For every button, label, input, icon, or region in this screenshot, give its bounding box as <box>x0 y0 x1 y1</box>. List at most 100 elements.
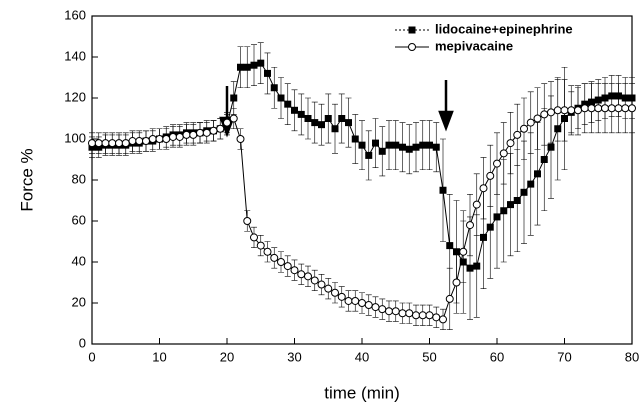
data-point <box>466 221 474 230</box>
y-tick-label: 140 <box>64 48 86 63</box>
data-point <box>257 59 265 67</box>
data-point <box>345 119 352 127</box>
data-point <box>344 296 353 305</box>
data-point <box>540 156 548 163</box>
data-point <box>378 147 386 155</box>
data-point <box>473 262 481 270</box>
data-point <box>162 135 171 143</box>
data-point <box>324 115 332 122</box>
data-point <box>365 151 373 159</box>
data-point <box>88 139 96 148</box>
data-point <box>351 135 359 143</box>
data-point <box>209 126 218 135</box>
data-point <box>493 159 501 168</box>
data-point <box>493 213 501 221</box>
x-tick-label: 0 <box>88 349 95 364</box>
data-point <box>432 313 441 322</box>
data-point <box>230 94 238 102</box>
data-point <box>513 130 522 139</box>
data-point <box>378 305 387 314</box>
y-tick-label: 100 <box>64 130 86 145</box>
data-point <box>338 115 346 122</box>
data-point <box>155 135 164 143</box>
data-point <box>560 106 569 115</box>
data-point <box>135 137 144 146</box>
data-point <box>614 104 623 113</box>
data-point <box>587 104 596 113</box>
y-tick-label: 80 <box>72 171 86 186</box>
data-point <box>385 307 393 316</box>
data-point <box>297 270 306 279</box>
data-point <box>324 284 333 293</box>
data-point <box>371 303 380 312</box>
data-point <box>337 292 346 301</box>
data-point <box>256 241 265 250</box>
data-point <box>398 309 407 318</box>
x-tick-label: 60 <box>490 349 504 364</box>
data-point <box>291 106 298 114</box>
legend-text: lidocaine+epinephrine <box>435 21 573 36</box>
data-point <box>283 262 292 271</box>
data-point <box>500 207 508 215</box>
data-point <box>243 217 252 225</box>
data-point <box>115 139 123 148</box>
data-point <box>594 104 603 113</box>
data-point <box>480 233 487 241</box>
data-point <box>540 110 549 119</box>
data-point <box>574 106 582 115</box>
y-tick-label: 120 <box>64 89 86 104</box>
y-tick-label: 60 <box>72 212 86 227</box>
legend-marker <box>408 26 416 34</box>
data-point <box>419 141 427 149</box>
data-point <box>216 124 225 133</box>
data-point <box>513 197 521 204</box>
data-point <box>142 137 150 146</box>
data-point <box>601 104 609 113</box>
data-point <box>385 141 393 149</box>
data-point <box>479 184 488 193</box>
data-point <box>101 139 110 148</box>
data-point <box>351 296 360 305</box>
data-point <box>547 108 555 117</box>
data-point <box>236 135 245 143</box>
data-point <box>392 141 400 149</box>
x-tick-label: 20 <box>220 349 234 364</box>
data-point <box>364 301 373 310</box>
data-point <box>169 132 177 141</box>
data-point <box>202 128 211 137</box>
data-point <box>526 118 535 127</box>
data-point <box>372 139 379 147</box>
data-point <box>128 137 137 146</box>
data-point <box>304 272 312 281</box>
data-point <box>405 145 413 153</box>
data-point <box>445 294 454 303</box>
data-point <box>250 61 258 69</box>
data-point <box>108 139 117 148</box>
x-tick-label: 80 <box>625 349 639 364</box>
y-tick-label: 0 <box>79 335 86 350</box>
x-tick-label: 40 <box>355 349 369 364</box>
data-point <box>121 139 130 148</box>
data-point <box>229 114 238 123</box>
data-point <box>270 84 278 92</box>
data-point <box>277 94 285 102</box>
x-axis-title: time (min) <box>324 383 400 402</box>
data-point <box>506 139 515 148</box>
data-point <box>520 124 528 133</box>
data-point <box>277 258 285 266</box>
data-point <box>499 149 508 158</box>
data-point <box>452 278 461 287</box>
data-point <box>270 253 279 262</box>
data-point <box>182 130 191 139</box>
data-point <box>318 121 325 129</box>
data-point <box>418 311 427 320</box>
data-point <box>311 119 319 127</box>
data-point <box>243 63 251 71</box>
data-point <box>264 69 271 77</box>
x-tick-label: 70 <box>557 349 571 364</box>
data-point <box>412 143 420 151</box>
data-point <box>580 104 589 113</box>
data-point <box>472 200 481 209</box>
data-point <box>399 143 406 151</box>
data-point <box>297 110 305 118</box>
